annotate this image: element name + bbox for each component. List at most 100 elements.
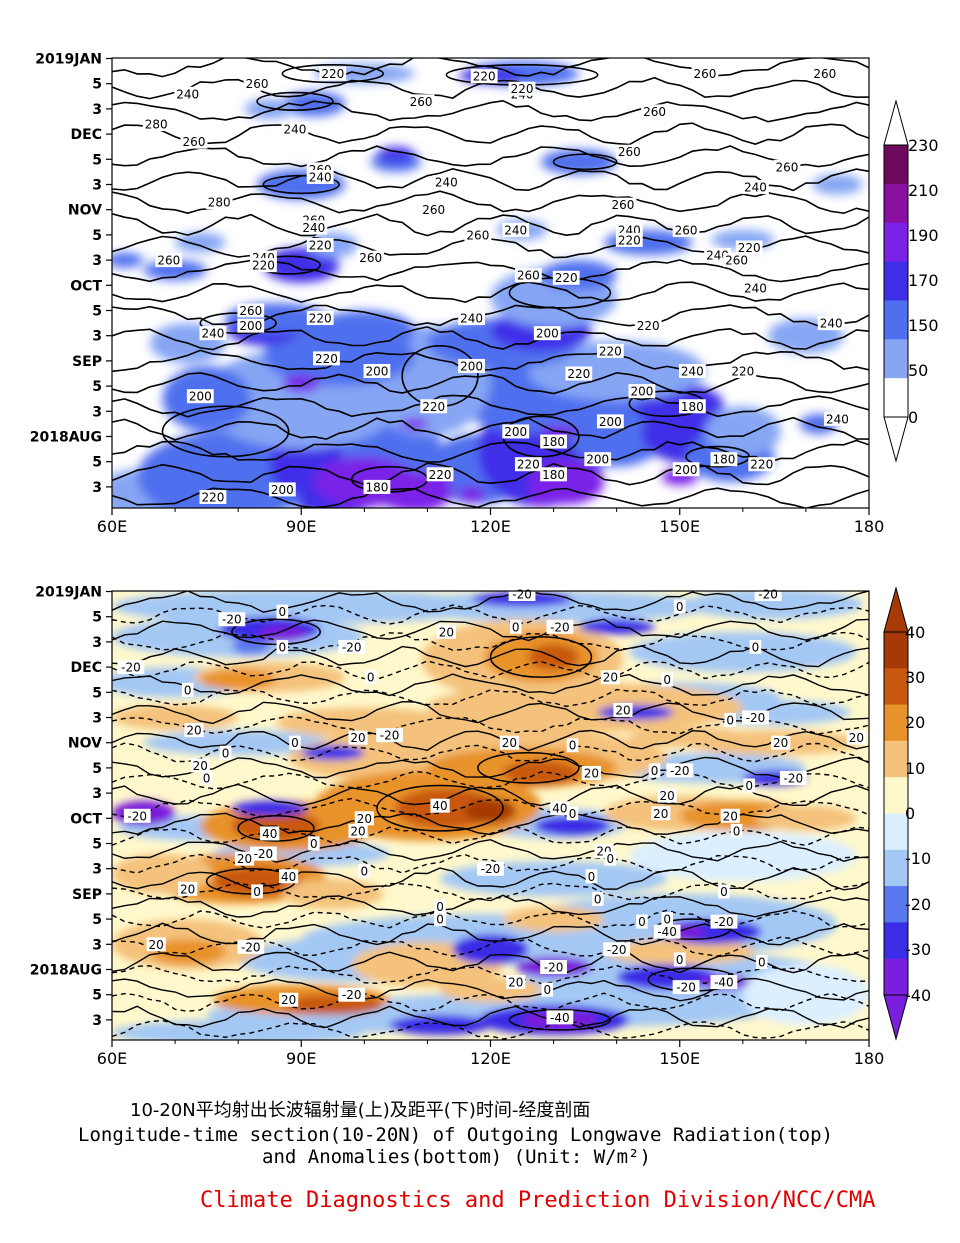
- contour-label: 20: [653, 807, 668, 821]
- contour-label: 0: [752, 640, 760, 654]
- contour-label: 0: [279, 640, 287, 654]
- x-tick-label: 180: [854, 517, 885, 536]
- contour-label: 40: [552, 802, 567, 816]
- contour-label-box: [673, 952, 686, 967]
- contour-label: 180: [542, 468, 565, 482]
- contour-line: [112, 894, 869, 918]
- anomaly-shade-cell: [200, 669, 277, 690]
- y-tick-label: 5: [92, 912, 102, 928]
- contour-label-box: [219, 745, 232, 760]
- contour-label: 0: [543, 983, 551, 997]
- contour-label: 180: [542, 435, 565, 449]
- y-tick-label: SEP: [72, 354, 102, 370]
- contour-line: [112, 688, 869, 708]
- olr-core-cell: [282, 374, 320, 393]
- contour-label: 20: [281, 993, 296, 1007]
- x-tick-label: 60E: [97, 517, 127, 536]
- contour-label: 20: [237, 852, 252, 866]
- contour-label-box: [604, 851, 617, 866]
- contour-label: 20: [849, 731, 864, 745]
- olr-shade-cell: [812, 174, 863, 195]
- contour-label-box: [566, 738, 579, 753]
- contour-label: 220: [599, 344, 622, 358]
- contour-label: 280: [208, 196, 231, 210]
- contour-label-box: [540, 467, 567, 482]
- y-tick-label: 5: [92, 988, 102, 1004]
- contour-label-box: [613, 702, 633, 717]
- contour-label: 260: [776, 160, 799, 174]
- contour-label-box: [742, 710, 769, 725]
- contour-label: 0: [607, 852, 615, 866]
- contour-label: -20: [676, 981, 696, 995]
- olr-shade-cell: [376, 146, 415, 162]
- contour-label-box: [357, 250, 385, 265]
- olr-panel: 2202202602602602402402202602602802402602…: [30, 52, 939, 537]
- colorbar-tick-label: 0: [908, 408, 918, 427]
- contour-label: -40: [550, 1011, 570, 1025]
- colorbar-segment: [884, 704, 908, 742]
- contour-label: -20: [607, 943, 627, 957]
- contour-label-box: [811, 66, 839, 81]
- contour-label-box: [181, 682, 194, 697]
- contour-label: 0: [253, 885, 261, 899]
- contour-label-box: [672, 462, 700, 477]
- contour-line: [112, 853, 869, 874]
- contour-label: 0: [512, 620, 520, 634]
- contour-label-box: [407, 94, 435, 109]
- contour-label: 220: [422, 400, 445, 414]
- contour-label-box: [609, 197, 637, 212]
- contour-label-box: [636, 914, 648, 929]
- contour-label: 260: [813, 67, 836, 81]
- contour-label-box: [199, 326, 227, 341]
- contour-label: 200: [630, 385, 653, 399]
- contour-line: [112, 797, 869, 819]
- contour-label-box: [338, 639, 366, 654]
- anomaly-shade-cell: [389, 1014, 491, 1036]
- contour-label-box: [550, 801, 570, 816]
- contour-label-box: [615, 232, 643, 247]
- contour-label: 20: [357, 812, 372, 826]
- anomaly-shade-cell: [276, 707, 453, 738]
- contour-label-box: [186, 389, 214, 404]
- anomaly-shade-cell: [755, 805, 857, 831]
- contour-line: [112, 838, 869, 863]
- contour-label: 220: [321, 67, 344, 81]
- contour-line: [112, 416, 869, 441]
- contour-label: 0: [720, 885, 728, 899]
- contour-label-box: [458, 311, 485, 326]
- contour-label-box: [615, 144, 643, 159]
- contour-label-box: [749, 639, 762, 654]
- contour-line: [112, 99, 869, 123]
- contour-label-box: [237, 939, 265, 954]
- contour-label-box: [434, 899, 446, 914]
- contour-label: 0: [569, 807, 577, 821]
- colorbar-tick-label: 30: [905, 668, 925, 687]
- olr-y-axis: 2019JAN 5 3 DEC 5 3 NOV 5 3 OCT 5 3 SEP 5 3 2018AUG 5 3: [30, 52, 112, 496]
- contour-line: [112, 618, 869, 642]
- contour-label: 240: [435, 175, 458, 189]
- anomaly-shade-cell: [440, 861, 668, 897]
- contour-label: 260: [675, 223, 698, 237]
- contour-label-box: [276, 604, 289, 619]
- contour-label: 200: [460, 359, 483, 373]
- contour-label: 260: [359, 251, 382, 265]
- contour-label-box: [464, 227, 492, 242]
- contour-label: 240: [176, 87, 199, 101]
- contour-label-box: [289, 735, 301, 750]
- contour-label-box: [174, 86, 202, 101]
- colorbar-segment: [884, 740, 908, 778]
- contour-label: -20: [512, 588, 532, 602]
- contour-label-box: [540, 959, 567, 974]
- caption-chinese: 10-20N平均射出长波辐射量(上)及距平(下)时间-经度剖面: [130, 1100, 591, 1121]
- contour-label-box: [237, 303, 265, 318]
- contour-label-box: [748, 457, 776, 472]
- contour-label-box: [596, 414, 624, 429]
- contour-label: 260: [694, 67, 717, 81]
- contour-label-box: [653, 924, 681, 939]
- contour-label: -20: [746, 711, 766, 725]
- contour-label: 0: [733, 824, 741, 838]
- contour-label: 240: [744, 181, 767, 195]
- colorbar-segment: [884, 145, 908, 185]
- contour-label: 180: [681, 400, 704, 414]
- colorbar-segment: [884, 922, 908, 960]
